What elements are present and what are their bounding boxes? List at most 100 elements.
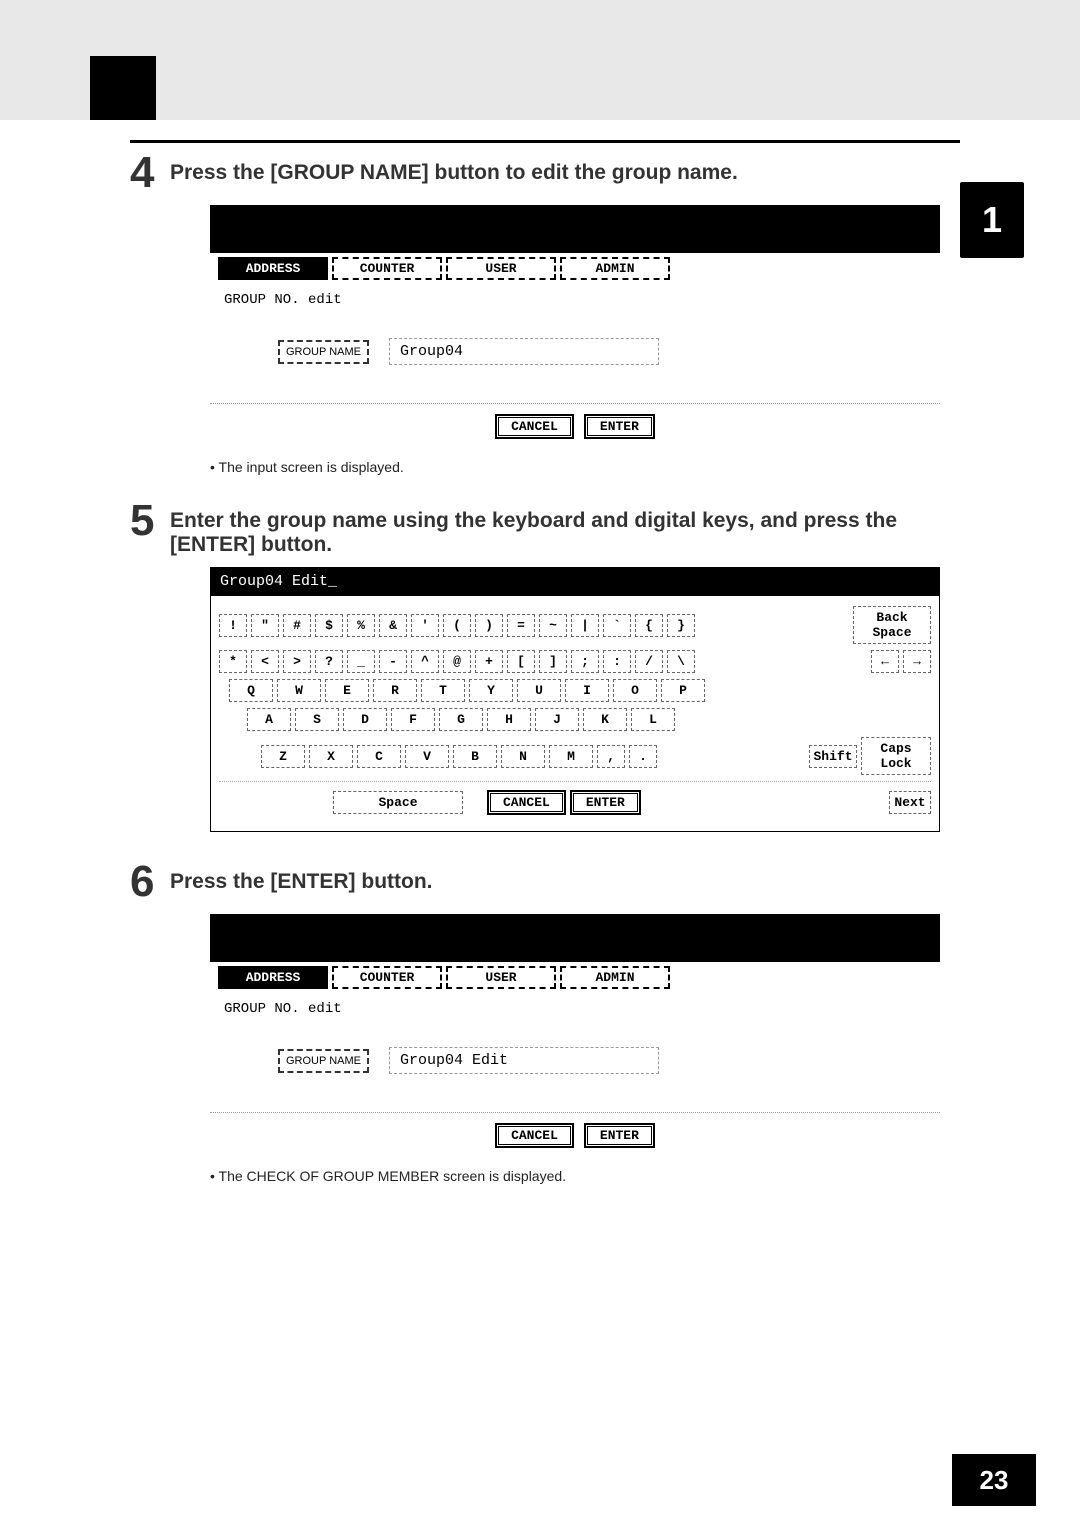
key[interactable]: - [379,650,407,673]
key[interactable]: % [347,614,375,637]
key[interactable]: > [283,650,311,673]
key[interactable]: Q [229,679,273,702]
key[interactable]: " [251,614,279,637]
keyboard-header: Group04 Edit_ [210,567,940,596]
cancel-button[interactable]: CANCEL [487,790,566,815]
tab-counter[interactable]: COUNTER [332,966,442,989]
key[interactable]: ) [475,614,503,637]
key[interactable]: P [661,679,705,702]
key[interactable]: S [295,708,339,731]
groupname-button[interactable]: GROUP NAME [278,1049,369,1073]
key[interactable]: _ [347,650,375,673]
key[interactable]: ( [443,614,471,637]
kb-row-4: A S D F G H J K L [219,708,931,731]
key[interactable]: E [325,679,369,702]
tab-address[interactable]: ADDRESS [218,257,328,280]
key[interactable]: \ [667,650,695,673]
tab-admin[interactable]: ADMIN [560,257,670,280]
key[interactable]: I [565,679,609,702]
key[interactable]: M [549,745,593,768]
key[interactable]: V [405,745,449,768]
key[interactable]: ] [539,650,567,673]
key[interactable]: ` [603,614,631,637]
groupname-input[interactable]: Group04 Edit [389,1047,659,1074]
key[interactable]: N [501,745,545,768]
key[interactable]: # [283,614,311,637]
key[interactable]: A [247,708,291,731]
key[interactable]: $ [315,614,343,637]
key[interactable]: ; [571,650,599,673]
kb-row-3: Q W E R T Y U I O P [219,679,931,702]
key[interactable]: ~ [539,614,567,637]
key[interactable]: ! [219,614,247,637]
cancel-button[interactable]: CANCEL [495,1123,574,1148]
kb-row-bottom: Space CANCEL ENTER Next [219,790,931,815]
key[interactable]: , [597,745,625,768]
key[interactable]: { [635,614,663,637]
key[interactable]: K [583,708,627,731]
chapter-tab: 1 [960,182,1024,258]
key[interactable]: ? [315,650,343,673]
next-key[interactable]: Next [889,791,931,814]
step-4-heading: 4 Press the [GROUP NAME] button to edit … [130,151,960,195]
cancel-button[interactable]: CANCEL [495,414,574,439]
groupname-button[interactable]: GROUP NAME [278,340,369,364]
tabs-row: ADDRESS COUNTER USER ADMIN [210,962,940,993]
key[interactable]: O [613,679,657,702]
key[interactable]: * [219,650,247,673]
window-titlebar [210,914,940,962]
key[interactable]: U [517,679,561,702]
key[interactable]: @ [443,650,471,673]
shift-key[interactable]: Shift [809,745,857,768]
tab-user[interactable]: USER [446,257,556,280]
screenshot-panel-4: ADDRESS COUNTER USER ADMIN GROUP NO. edi… [210,205,940,449]
key[interactable]: W [277,679,321,702]
kb-row-2: * < > ? _ - ^ @ + [ ] ; : / \ ← → [219,650,931,673]
tab-user[interactable]: USER [446,966,556,989]
key[interactable]: & [379,614,407,637]
key[interactable]: G [439,708,483,731]
key[interactable]: L [631,708,675,731]
tab-address[interactable]: ADDRESS [218,966,328,989]
backspace-key[interactable]: Back Space [853,606,931,644]
key[interactable]: ' [411,614,439,637]
arrow-left-key[interactable]: ← [871,650,899,673]
key[interactable]: B [453,745,497,768]
key[interactable]: < [251,650,279,673]
key[interactable]: . [629,745,657,768]
key[interactable]: J [535,708,579,731]
key[interactable]: [ [507,650,535,673]
kb-row-1: ! " # $ % & ' ( ) = ~ | ` { } Back Space [219,606,931,644]
key[interactable]: = [507,614,535,637]
key[interactable]: / [635,650,663,673]
key[interactable]: | [571,614,599,637]
key[interactable]: F [391,708,435,731]
space-key[interactable]: Space [333,791,463,814]
arrow-right-key[interactable]: → [903,650,931,673]
key[interactable]: T [421,679,465,702]
capslock-key[interactable]: Caps Lock [861,737,931,775]
enter-button[interactable]: ENTER [584,414,655,439]
groupname-input[interactable]: Group04 [389,338,659,365]
tab-counter[interactable]: COUNTER [332,257,442,280]
keyboard-panel: Group04 Edit_ ! " # $ % & ' ( ) = ~ | ` … [210,567,940,832]
key[interactable]: + [475,650,503,673]
groupname-row: GROUP NAME Group04 Edit [224,1047,926,1074]
enter-button[interactable]: ENTER [584,1123,655,1148]
groupname-row: GROUP NAME Group04 [224,338,926,365]
divider [130,140,960,143]
key[interactable]: H [487,708,531,731]
tabs-row: ADDRESS COUNTER USER ADMIN [210,253,940,284]
key[interactable]: } [667,614,695,637]
key[interactable]: D [343,708,387,731]
enter-button[interactable]: ENTER [570,790,641,815]
key[interactable]: : [603,650,631,673]
key[interactable]: X [309,745,353,768]
key[interactable]: Y [469,679,513,702]
key[interactable]: Z [261,745,305,768]
key[interactable]: C [357,745,401,768]
tab-admin[interactable]: ADMIN [560,966,670,989]
key[interactable]: R [373,679,417,702]
key[interactable]: ^ [411,650,439,673]
header-black-accent [90,56,156,120]
